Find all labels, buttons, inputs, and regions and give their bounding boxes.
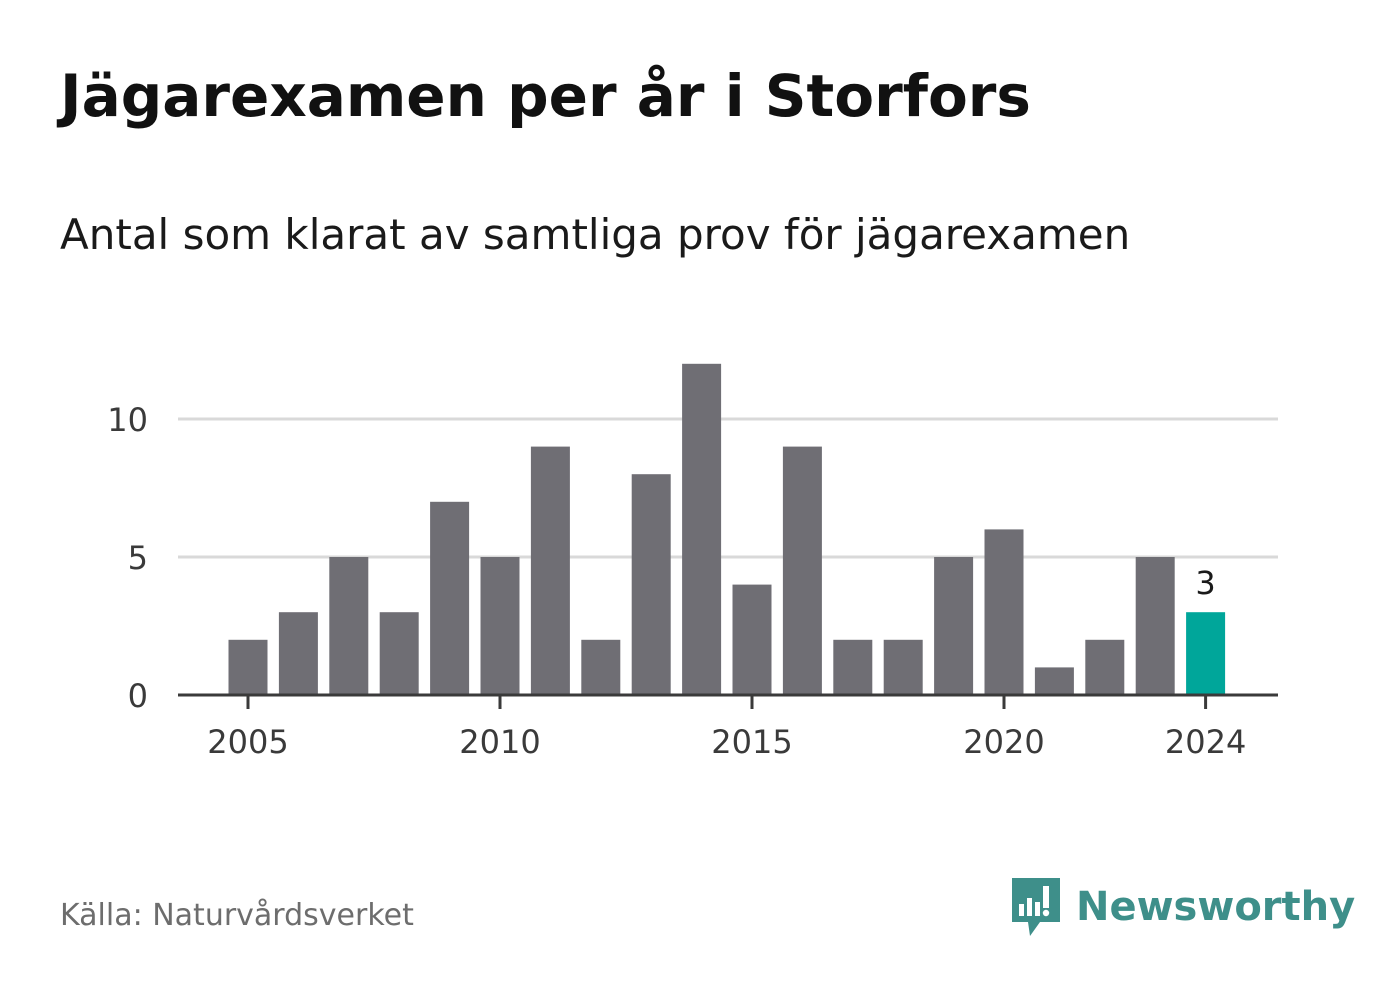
y-tick-label: 0: [128, 677, 148, 715]
bar-2010: [480, 557, 520, 695]
bar-2023: [1135, 557, 1175, 695]
bar-2011: [530, 446, 570, 695]
bar-2012: [581, 639, 621, 695]
chart-subtitle: Antal som klarat av samtliga prov för jä…: [60, 210, 1131, 259]
x-tick-label: 2005: [207, 723, 288, 761]
bar-2024: [1186, 612, 1226, 695]
bar-2021: [1034, 667, 1074, 695]
bar-2005: [228, 639, 268, 695]
data-label-2024: 3: [1195, 564, 1215, 602]
bar-2009: [430, 501, 470, 695]
bar-2018: [883, 639, 923, 695]
x-tick-label: 2024: [1165, 723, 1246, 761]
source-note: Källa: Naturvårdsverket: [60, 898, 414, 933]
x-tick-label: 2010: [459, 723, 540, 761]
x-tick-label: 2015: [711, 723, 792, 761]
bar-2019: [934, 557, 974, 695]
brand-name: Newsworthy: [1076, 884, 1356, 930]
newsworthy-logo-icon: [1012, 878, 1060, 936]
x-tick-label: 2020: [963, 723, 1044, 761]
y-tick-label: 5: [128, 539, 148, 577]
bar-2014: [682, 363, 722, 695]
bar-2007: [329, 557, 369, 695]
bar-2013: [631, 474, 671, 695]
bar-2020: [984, 529, 1024, 695]
bar-2006: [278, 612, 318, 695]
chart-title: Jägarexamen per år i Storfors: [60, 62, 1031, 130]
brand-logo: Newsworthy: [1010, 876, 1355, 938]
y-tick-label: 10: [107, 401, 148, 439]
bar-2016: [782, 446, 822, 695]
bar-2008: [379, 612, 419, 695]
bar-2022: [1085, 639, 1125, 695]
bar-chart: 0 5 10 3 2005 2010 2015 2020 2024: [107, 363, 1278, 761]
bar-2017: [833, 639, 873, 695]
bar-2015: [732, 584, 772, 695]
